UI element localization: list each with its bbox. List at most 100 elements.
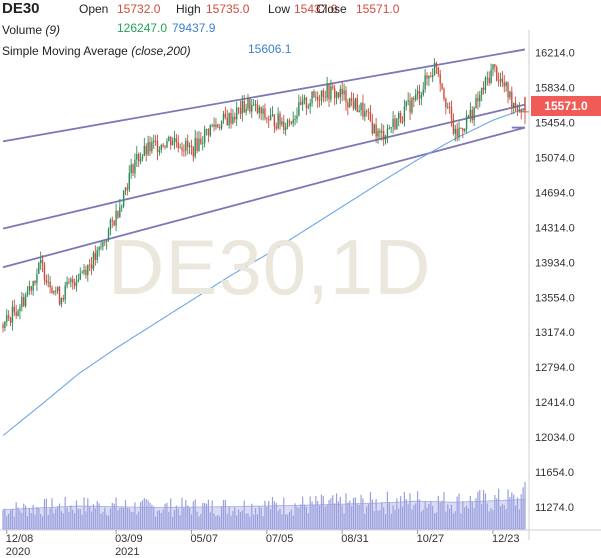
volume-bar xyxy=(55,508,57,529)
volume-bar xyxy=(109,508,112,529)
volume-bar xyxy=(81,514,83,529)
volume-bar xyxy=(87,498,89,529)
volume-bar xyxy=(183,508,185,529)
volume-bar xyxy=(273,501,275,529)
candle-body xyxy=(143,145,146,157)
volume-bar xyxy=(130,511,132,529)
candle-body xyxy=(235,107,238,120)
candle-body xyxy=(435,62,438,67)
volume-bar xyxy=(158,510,161,529)
candle-body xyxy=(354,98,357,109)
candle-body xyxy=(333,88,336,99)
candle-body xyxy=(130,164,132,174)
candle-body xyxy=(83,269,85,273)
candle-body xyxy=(230,112,232,124)
volume-bar xyxy=(60,511,63,529)
candle-body xyxy=(177,142,179,149)
y-tick-label: 11274.0 xyxy=(535,502,574,514)
volume-bar xyxy=(373,511,375,529)
candle-body xyxy=(454,128,456,134)
volume-bar xyxy=(198,516,200,529)
candle-body xyxy=(164,146,166,148)
x-tick-label: 10/27 xyxy=(417,533,445,545)
volume-bar xyxy=(360,494,362,529)
candle-body xyxy=(15,312,17,316)
volume-bar xyxy=(379,510,381,529)
candle-body xyxy=(330,86,332,100)
candle-body xyxy=(388,128,391,129)
volume-ma-value: 79437.9 xyxy=(172,21,216,35)
candle-body xyxy=(288,120,291,122)
channel-line xyxy=(2,126,526,269)
sma-indicator-label[interactable]: Simple Moving Average (close,200) xyxy=(2,44,191,58)
candle-body xyxy=(58,287,61,305)
candle-body xyxy=(411,98,413,113)
candle-body xyxy=(194,138,196,157)
candle-body xyxy=(443,88,445,99)
candle-body xyxy=(11,306,14,323)
volume-bar xyxy=(4,508,6,529)
volume-bar xyxy=(96,501,98,529)
volume-bar xyxy=(126,507,128,529)
volume-bar xyxy=(324,506,326,529)
volume-bar xyxy=(481,504,483,529)
candle-body xyxy=(239,108,242,114)
volume-bar xyxy=(396,498,398,529)
volume-bar xyxy=(315,496,317,529)
candle-body xyxy=(381,130,383,133)
high-value: 15735.0 xyxy=(206,2,250,16)
candle-body xyxy=(488,77,490,83)
volume-bar xyxy=(254,508,257,529)
volume-bar xyxy=(102,512,104,529)
volume-bar xyxy=(432,505,434,529)
volume-bar xyxy=(106,514,108,529)
volume-bar xyxy=(94,508,96,529)
candle-body xyxy=(137,153,140,162)
x-tick-label: 12/08 xyxy=(6,533,34,545)
candle-body xyxy=(384,135,387,140)
candle-body xyxy=(450,107,453,119)
candle-body xyxy=(428,76,430,79)
volume-bar xyxy=(488,511,490,529)
volume-bar xyxy=(456,496,458,529)
volume-bar xyxy=(249,516,251,529)
candle-body xyxy=(320,90,323,101)
volume-bar xyxy=(243,500,245,529)
volume-bar xyxy=(499,506,502,529)
candle-body xyxy=(75,281,78,286)
volume-bar xyxy=(386,491,389,529)
volume-bar xyxy=(185,499,187,529)
volume-bar xyxy=(217,515,219,529)
volume-bar xyxy=(343,513,345,529)
volume-bar xyxy=(486,503,488,529)
candle-body xyxy=(311,91,313,104)
volume-bar xyxy=(415,503,417,529)
volume-bar xyxy=(247,513,249,529)
volume-bar xyxy=(123,508,125,529)
volume-bar xyxy=(394,509,396,529)
close-value: 15571.0 xyxy=(356,2,400,16)
symbol-title[interactable]: DE30 xyxy=(2,0,40,17)
candle-body xyxy=(32,280,34,291)
volume-bar xyxy=(371,499,373,529)
volume-bar xyxy=(266,506,268,529)
candle-body xyxy=(497,80,500,82)
volume-bar xyxy=(286,514,289,529)
volume-bar xyxy=(162,509,164,529)
volume-bar xyxy=(437,495,439,529)
volume-bar xyxy=(104,507,106,529)
candle-body xyxy=(394,118,396,130)
volume-bar xyxy=(313,504,315,529)
candle-body xyxy=(473,107,475,121)
volume-bar xyxy=(107,515,110,529)
volume-bar xyxy=(196,511,198,529)
volume-bar xyxy=(407,504,409,529)
candle-body xyxy=(518,109,521,112)
candle-body xyxy=(307,106,309,108)
volume-indicator-label[interactable]: Volume (9) xyxy=(2,23,60,37)
y-tick-label: 11654.0 xyxy=(535,467,574,479)
volume-bar xyxy=(492,510,494,529)
candle-body xyxy=(437,66,440,75)
volume-bar xyxy=(435,512,438,529)
